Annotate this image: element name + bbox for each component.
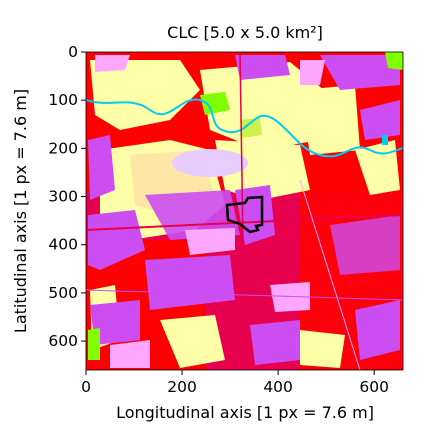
y-axis-label: Latitudinal axis [1 px = 7.6 m] — [11, 89, 30, 333]
x-tick-label: 400 — [263, 378, 293, 396]
y-tick-label: 500 — [48, 284, 78, 302]
y-tick-label: 100 — [48, 91, 78, 109]
y-axis: 0 100 200 300 400 500 600 — [48, 43, 86, 350]
x-tick-label: 600 — [359, 378, 389, 396]
x-tick-label: 0 — [81, 378, 91, 396]
x-tick-label: 200 — [167, 378, 197, 396]
x-axis: 0 200 400 600 — [81, 370, 389, 396]
y-tick-label: 0 — [68, 43, 78, 61]
y-tick-label: 200 — [48, 139, 78, 157]
x-axis-label: Longitudinal axis [1 px = 7.6 m] — [116, 403, 374, 422]
map-title: CLC [5.0 x 5.0 km²] — [167, 23, 323, 42]
y-tick-label: 600 — [48, 332, 78, 350]
map-image — [85, 51, 404, 371]
y-tick-label: 300 — [48, 188, 78, 206]
y-tick-label: 400 — [48, 236, 78, 254]
